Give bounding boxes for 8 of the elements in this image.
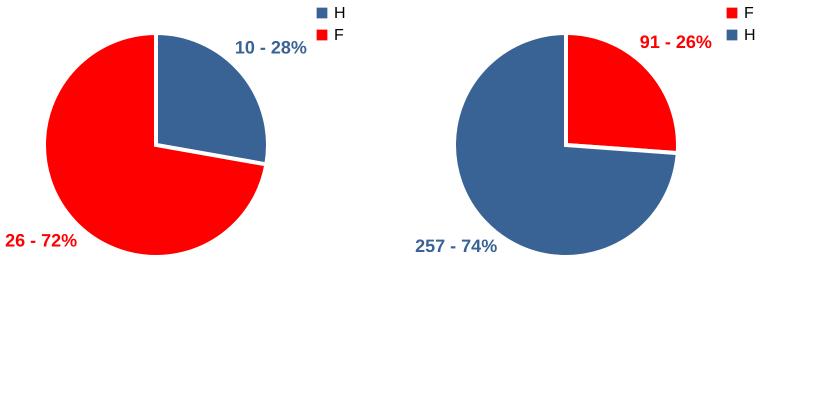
data-label: 10 - 28%: [234, 38, 307, 58]
legend-label: H: [744, 27, 756, 44]
data-label: 26 - 72%: [5, 230, 78, 250]
legend-label: F: [744, 5, 754, 22]
legend-label: F: [334, 27, 344, 44]
data-label: 257 - 74%: [415, 236, 498, 256]
legend-label: H: [334, 5, 346, 22]
data-label: 91 - 26%: [640, 32, 712, 52]
